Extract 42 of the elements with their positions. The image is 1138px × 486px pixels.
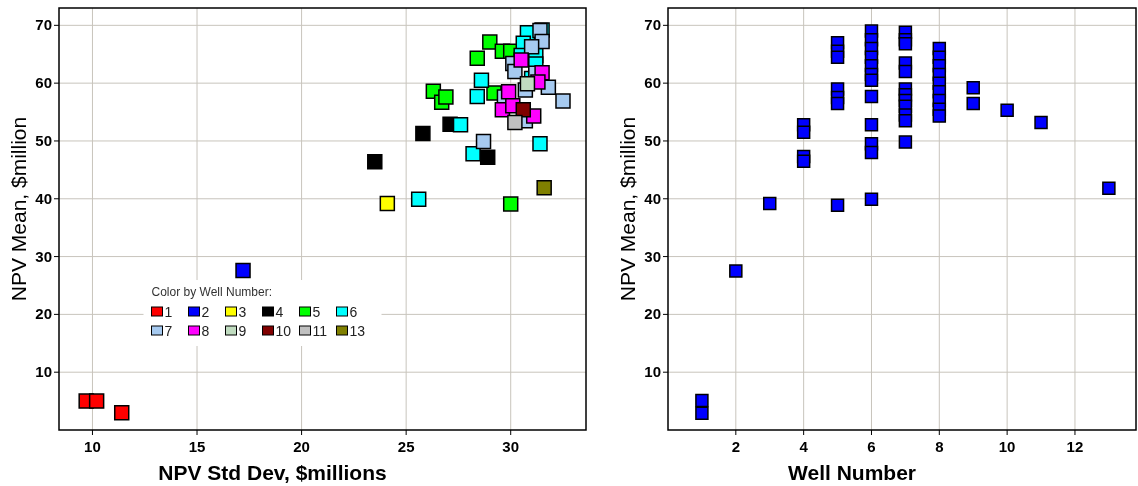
y-tick-label: 70 [35,16,52,34]
legend-label: 3 [238,304,247,320]
y-axis-title: NPV Mean, $million [7,116,30,302]
y-tick-label: 20 [35,305,52,323]
legend-label: 5 [312,304,321,320]
legend-label: 4 [275,304,284,320]
y-tick-label: 40 [644,189,661,207]
y-tick-label: 40 [35,189,52,207]
y-tick-label: 30 [35,247,52,265]
x-tick-label: 15 [188,438,206,455]
legend-label: 7 [164,323,173,339]
legend-title: Color by Well Number: [151,285,272,299]
x-tick-label: 30 [502,438,520,455]
y-tick-label: 20 [644,305,661,323]
x-tick-label: 6 [867,438,876,455]
x-axis-title: NPV Std Dev, $millions [158,461,387,484]
y-tick-label: 70 [644,16,661,34]
x-tick-label: 25 [397,438,415,455]
x-tick-label: 2 [731,438,740,455]
y-tick-label: 30 [644,247,661,265]
y-tick-label: 60 [644,74,661,92]
y-axis-title: NPV Mean, $million [616,116,639,302]
x-tick-label: 10 [998,438,1016,455]
x-axis-title: Well Number [788,461,916,484]
x-tick-label: 12 [1066,438,1084,455]
x-tick-label: 20 [293,438,310,455]
y-tick-label: 10 [644,363,661,381]
y-tick-label: 60 [35,74,52,92]
x-tick-label: 8 [935,438,944,455]
legend-label: 6 [349,304,358,320]
legend-label: 13 [349,323,366,339]
y-tick-label: 50 [35,131,52,149]
legend-label: 9 [238,323,247,339]
y-tick-label: 50 [644,131,661,149]
legend-label: 8 [201,323,210,339]
legend-label: 2 [201,304,210,320]
legend-label: 10 [275,323,292,339]
x-tick-label: 10 [84,438,101,455]
x-tick-label: 4 [799,438,809,455]
y-tick-label: 10 [35,363,52,381]
legend-label: 1 [164,304,173,320]
legend-label: 11 [312,323,328,339]
